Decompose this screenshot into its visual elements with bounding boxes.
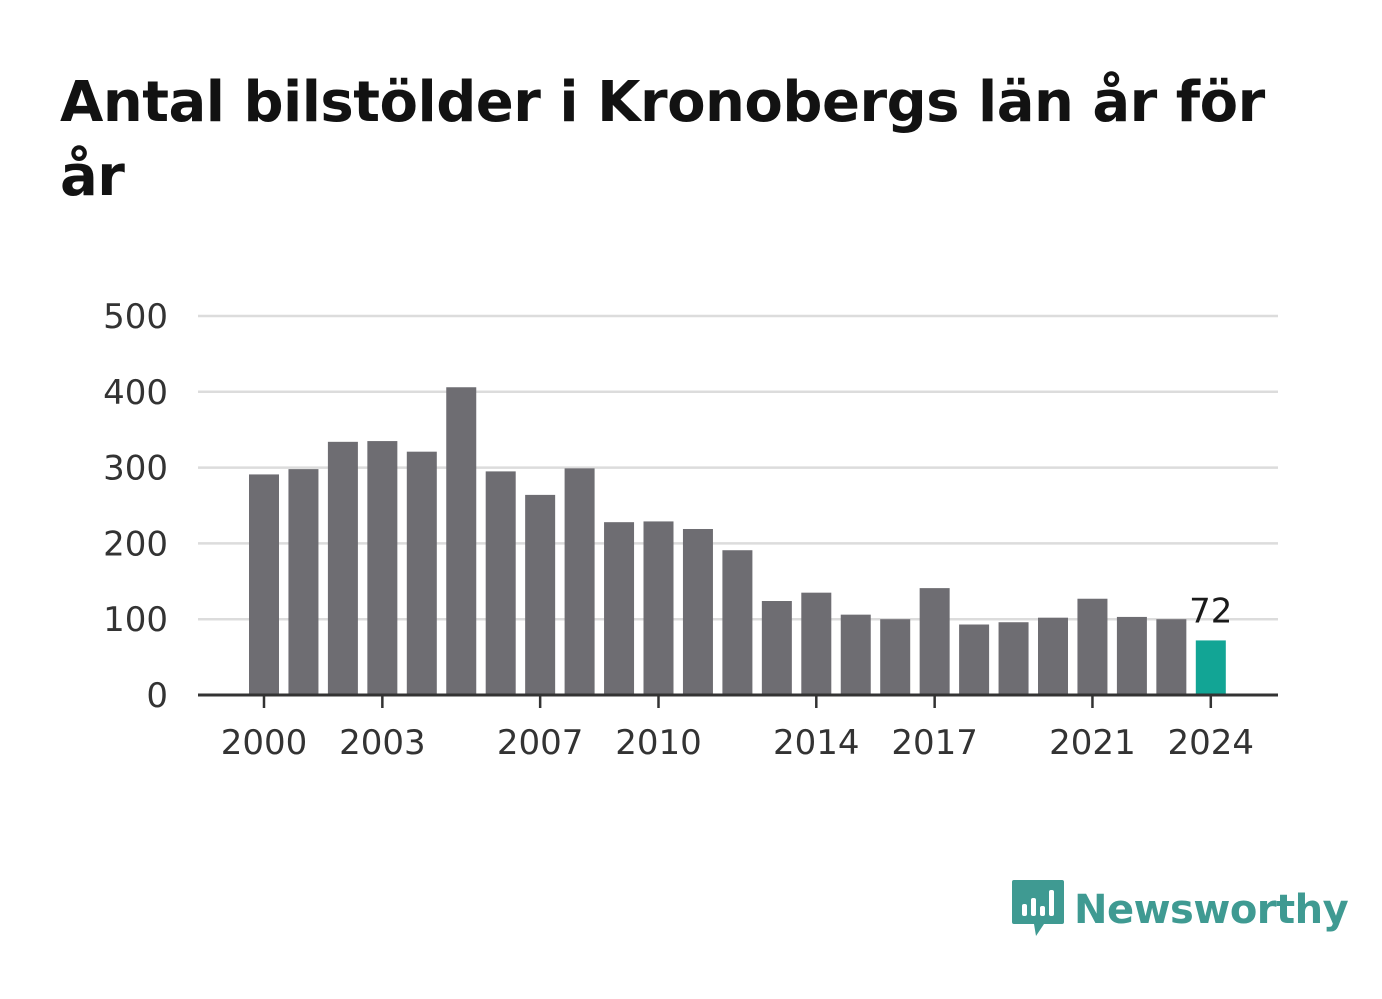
y-axis-tick-labels: 0 100 200 300 400 500 <box>103 297 168 716</box>
newsworthy-chart-bubble-icon <box>1012 880 1064 936</box>
bar-2011 <box>682 528 713 695</box>
annotations: 72 <box>1189 591 1232 631</box>
x-tick-label: 2017 <box>891 723 978 763</box>
bar-2001 <box>288 469 319 695</box>
x-tick-label: 2021 <box>1049 723 1136 763</box>
bar-2005 <box>446 387 477 695</box>
bar-2010 <box>643 521 674 695</box>
bar-2006 <box>485 471 516 695</box>
bars <box>249 387 1226 695</box>
logo-text: Newsworthy <box>1074 887 1349 933</box>
bar-2012 <box>722 550 753 695</box>
bar-2017 <box>919 588 950 695</box>
x-tick-label: 2024 <box>1168 723 1255 763</box>
x-tick-label: 2014 <box>773 723 860 763</box>
x-axis: 2000 2003 2007 2010 2014 2017 2021 2024 <box>198 693 1278 763</box>
bar-2024 <box>1195 640 1226 695</box>
bar-2014 <box>801 592 832 695</box>
bar-2009 <box>604 522 635 695</box>
bar-2004 <box>406 451 437 695</box>
bar-2008 <box>564 468 595 695</box>
bar-2000 <box>249 474 279 695</box>
bar-2023 <box>1156 619 1187 695</box>
bar-2019 <box>998 622 1029 695</box>
bar-2020 <box>1038 617 1068 695</box>
newsworthy-logo: Newsworthy <box>1010 878 1349 942</box>
bar-2007 <box>525 494 556 695</box>
bar-2022 <box>1116 616 1147 695</box>
y-tick-label: 500 <box>103 297 168 337</box>
y-tick-label: 200 <box>103 524 168 564</box>
bar-2016 <box>880 619 911 695</box>
y-tick-label: 100 <box>103 600 168 640</box>
x-tick-label: 2000 <box>221 723 308 763</box>
bar-2021 <box>1077 598 1108 695</box>
bar-2003 <box>367 441 398 695</box>
bar-2013 <box>761 601 792 695</box>
x-tick-label: 2003 <box>339 723 426 763</box>
x-tick-label: 2007 <box>497 723 584 763</box>
bar-2018 <box>959 624 990 695</box>
bar-2002 <box>327 441 358 695</box>
data-label-2024: 72 <box>1189 591 1232 631</box>
y-tick-label: 400 <box>103 373 168 413</box>
y-tick-label: 300 <box>103 449 168 489</box>
x-tick-label: 2010 <box>615 723 702 763</box>
chart-title: Antal bilstölder i Kronobergs län år för… <box>60 70 1265 209</box>
y-tick-label: 0 <box>146 676 168 716</box>
bar-2015 <box>840 614 871 695</box>
